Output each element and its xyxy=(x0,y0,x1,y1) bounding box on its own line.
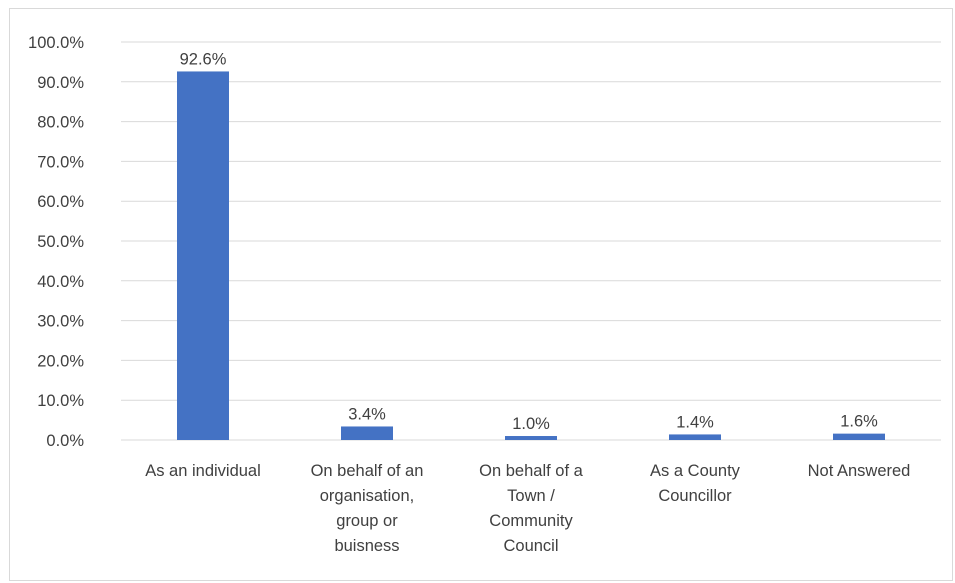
x-category-label-line: Councillor xyxy=(658,487,732,505)
x-axis-category-labels: As an individual On behalf of an organisat… xyxy=(145,462,910,555)
data-label: 1.0% xyxy=(512,415,550,433)
y-tick-label: 30.0% xyxy=(37,313,84,331)
y-tick-label: 20.0% xyxy=(37,352,84,370)
x-category-label-line: On behalf of a xyxy=(479,462,583,480)
x-category-label-line: organisation, xyxy=(320,487,414,505)
x-category-label: Not Answered xyxy=(808,462,911,480)
data-label: 1.6% xyxy=(840,413,878,431)
y-tick-label: 60.0% xyxy=(37,193,84,211)
y-tick-label: 90.0% xyxy=(37,74,84,92)
x-category-label-line: buisness xyxy=(334,537,399,555)
bar xyxy=(341,426,393,440)
x-category-label-line: As a County xyxy=(650,462,741,480)
gridlines xyxy=(121,41,941,441)
y-tick-label: 10.0% xyxy=(37,392,84,410)
x-category-label: As an individual xyxy=(145,462,261,480)
y-tick-label: 50.0% xyxy=(37,233,84,251)
data-label: 1.4% xyxy=(676,413,714,431)
x-category-label-line: Not Answered xyxy=(808,462,911,480)
bar xyxy=(505,436,557,440)
y-tick-label: 70.0% xyxy=(37,153,84,171)
y-tick-label: 100.0% xyxy=(28,34,84,52)
bars xyxy=(177,71,885,441)
bar xyxy=(669,434,721,440)
y-tick-label: 40.0% xyxy=(37,273,84,291)
data-label: 3.4% xyxy=(348,405,386,423)
chart-frame xyxy=(9,8,953,581)
x-category-label: As a County Councillor xyxy=(650,462,741,505)
bar xyxy=(833,433,885,440)
data-labels: 92.6% 3.4% 1.0% 1.4% 1.6% xyxy=(180,50,879,433)
bar xyxy=(177,71,229,441)
x-category-label: On behalf of an organisation, group or buis… xyxy=(311,462,424,555)
data-label: 92.6% xyxy=(180,50,227,68)
x-category-label-line: Council xyxy=(503,537,558,555)
x-category-label-line: Town / xyxy=(507,487,555,505)
x-category-label-line: group or xyxy=(336,512,398,530)
x-category-label: On behalf of a Town / Community Council xyxy=(479,462,583,555)
x-category-label-line: As an individual xyxy=(145,462,261,480)
y-tick-label: 0.0% xyxy=(46,432,84,450)
x-category-label-line: On behalf of an xyxy=(311,462,424,480)
y-axis-tick-labels: 0.0% 10.0% 20.0% 30.0% 40.0% 50.0% 60.0% 70.0% 8… xyxy=(28,34,84,450)
x-category-label-line: Community xyxy=(489,512,573,530)
y-tick-label: 80.0% xyxy=(37,114,84,132)
